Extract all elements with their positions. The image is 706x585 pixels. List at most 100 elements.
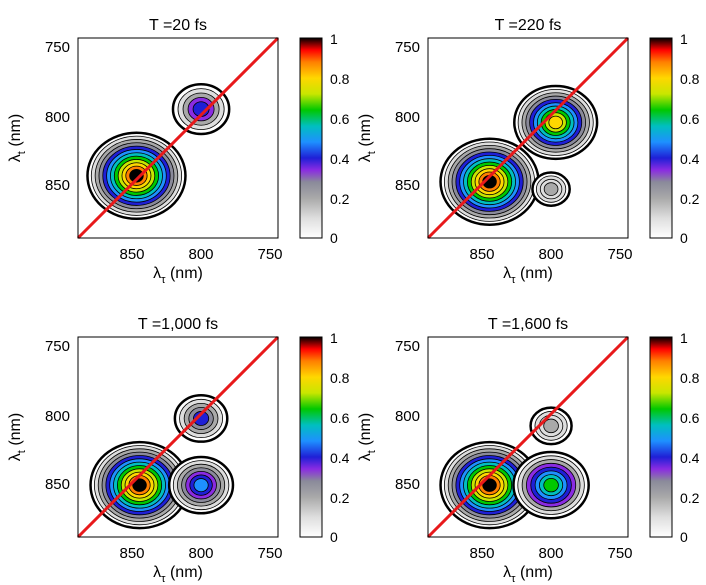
y-tick-label: 750 — [395, 338, 420, 355]
y-tick-label: 750 — [45, 338, 70, 355]
colorbar: 1 0.8 0.6 0.4 0.2 0 — [299, 330, 350, 545]
y-ticks: 750 800 850 — [395, 39, 420, 194]
colorbar-tick-label: 0.6 — [680, 111, 700, 127]
diagonal-line — [426, 36, 630, 240]
x-tick-label: 850 — [119, 246, 144, 263]
colorbar-tick-label: 1 — [330, 31, 338, 47]
colorbar: 1 0.8 0.6 0.4 0.2 0 — [649, 31, 700, 246]
x-tick-label: 850 — [119, 545, 144, 562]
contour-level — [132, 478, 147, 492]
diagonal-line — [76, 335, 280, 539]
colorbar-tick-label: 0.4 — [330, 151, 350, 167]
colorbar-tick-label: 0.6 — [330, 111, 350, 127]
y-tick-label: 800 — [395, 109, 420, 126]
colorbar-tick-label: 0.8 — [680, 370, 700, 386]
axes-box — [427, 336, 629, 538]
panel-t20: T =20 fs 850 800 750 750 800 850 λτ (nm)… — [7, 17, 350, 286]
x-tick-label: 800 — [538, 545, 563, 562]
x-tick-label: 750 — [257, 246, 282, 263]
panel-title: T =1,600 fs — [488, 316, 568, 333]
colorbar-gradient — [649, 336, 673, 538]
x-tick-label: 750 — [607, 246, 632, 263]
colorbar-gradient — [649, 37, 673, 239]
y-tick-label: 800 — [45, 109, 70, 126]
x-ticks: 850 800 750 — [469, 246, 632, 263]
colorbar-tick-label: 0.2 — [680, 191, 700, 207]
y-tick-label: 850 — [45, 476, 70, 493]
colorbar-tick-label: 0.4 — [680, 151, 700, 167]
contour-level — [543, 418, 559, 434]
diagonal-line — [76, 36, 280, 240]
colorbar-gradient — [299, 336, 323, 538]
colorbar-tick-label: 0.8 — [330, 71, 350, 87]
heatmap-area — [439, 406, 590, 530]
axes-box — [427, 37, 629, 239]
colorbar-tick-label: 0.8 — [330, 370, 350, 386]
axes-box — [77, 336, 279, 538]
y-tick-label: 800 — [45, 408, 70, 425]
y-ticks: 750 800 850 — [395, 338, 420, 493]
y-tick-label: 850 — [45, 177, 70, 194]
x-tick-label: 850 — [469, 246, 494, 263]
y-ticks: 750 800 850 — [45, 39, 70, 194]
panel-title: T =220 fs — [495, 17, 562, 34]
heatmap-area — [439, 84, 599, 226]
colorbar-tick-label: 0.6 — [330, 410, 350, 426]
contour-level — [548, 115, 563, 130]
x-tick-label: 800 — [188, 246, 213, 263]
colorbar-gradient — [299, 37, 323, 239]
x-ticks: 850 800 750 — [119, 545, 282, 562]
colorbar-tick-label: 1 — [680, 31, 688, 47]
y-axis-label: λt (nm) — [357, 413, 378, 461]
x-tick-label: 800 — [538, 246, 563, 263]
y-axis-label: λt (nm) — [7, 114, 28, 162]
panel-t220: T =220 fs 850 800 750 750 800 850 λτ (nm… — [357, 17, 700, 286]
x-axis-label: λτ (nm) — [153, 265, 203, 286]
colorbar: 1 0.8 0.6 0.4 0.2 0 — [649, 330, 700, 545]
x-tick-label: 750 — [607, 545, 632, 562]
x-ticks: 850 800 750 — [119, 246, 282, 263]
panel-t1600: T =1,600 fs 850 800 750 750 800 850 λτ (… — [357, 316, 700, 585]
y-tick-label: 800 — [395, 408, 420, 425]
contour-level — [129, 169, 144, 183]
colorbar-tick-label: 0.2 — [330, 191, 350, 207]
y-tick-label: 750 — [45, 39, 70, 56]
contour-level — [543, 477, 559, 493]
x-tick-label: 800 — [188, 545, 213, 562]
colorbar-tick-label: 0.2 — [680, 490, 700, 506]
colorbar-tick-label: 0 — [680, 529, 688, 545]
contour-level — [193, 411, 210, 426]
colorbar-tick-label: 0.4 — [680, 450, 700, 466]
contour-level — [482, 478, 497, 492]
y-tick-label: 850 — [395, 177, 420, 194]
colorbar-tick-label: 0.6 — [680, 410, 700, 426]
colorbar-tick-label: 0.8 — [680, 71, 700, 87]
colorbar-tick-label: 0.4 — [330, 450, 350, 466]
colorbar-tick-label: 1 — [330, 330, 338, 346]
panel-t1000: T =1,000 fs 850 800 750 750 800 850 λτ (… — [7, 316, 350, 585]
colorbar-tick-label: 1 — [680, 330, 688, 346]
panel-title: T =1,000 fs — [138, 316, 218, 333]
colorbar-tick-label: 0 — [330, 230, 338, 246]
heatmap-area — [86, 83, 231, 221]
x-tick-label: 850 — [469, 545, 494, 562]
x-tick-label: 750 — [257, 545, 282, 562]
x-axis-label: λτ (nm) — [153, 564, 203, 585]
colorbar-tick-label: 0 — [680, 230, 688, 246]
colorbar-tick-label: 0.2 — [330, 490, 350, 506]
y-axis-label: λt (nm) — [357, 114, 378, 162]
contour-level — [193, 478, 209, 493]
heatmap-area — [89, 394, 235, 530]
axes-box — [77, 37, 279, 239]
colorbar-tick-label: 0 — [330, 529, 338, 545]
contour-level — [543, 182, 559, 196]
y-axis-label: λt (nm) — [7, 413, 28, 461]
x-ticks: 850 800 750 — [469, 545, 632, 562]
y-tick-label: 750 — [395, 39, 420, 56]
x-axis-label: λτ (nm) — [503, 564, 553, 585]
diagonal-line — [426, 335, 630, 539]
y-ticks: 750 800 850 — [45, 338, 70, 493]
y-tick-label: 850 — [395, 476, 420, 493]
x-axis-label: λτ (nm) — [503, 265, 553, 286]
